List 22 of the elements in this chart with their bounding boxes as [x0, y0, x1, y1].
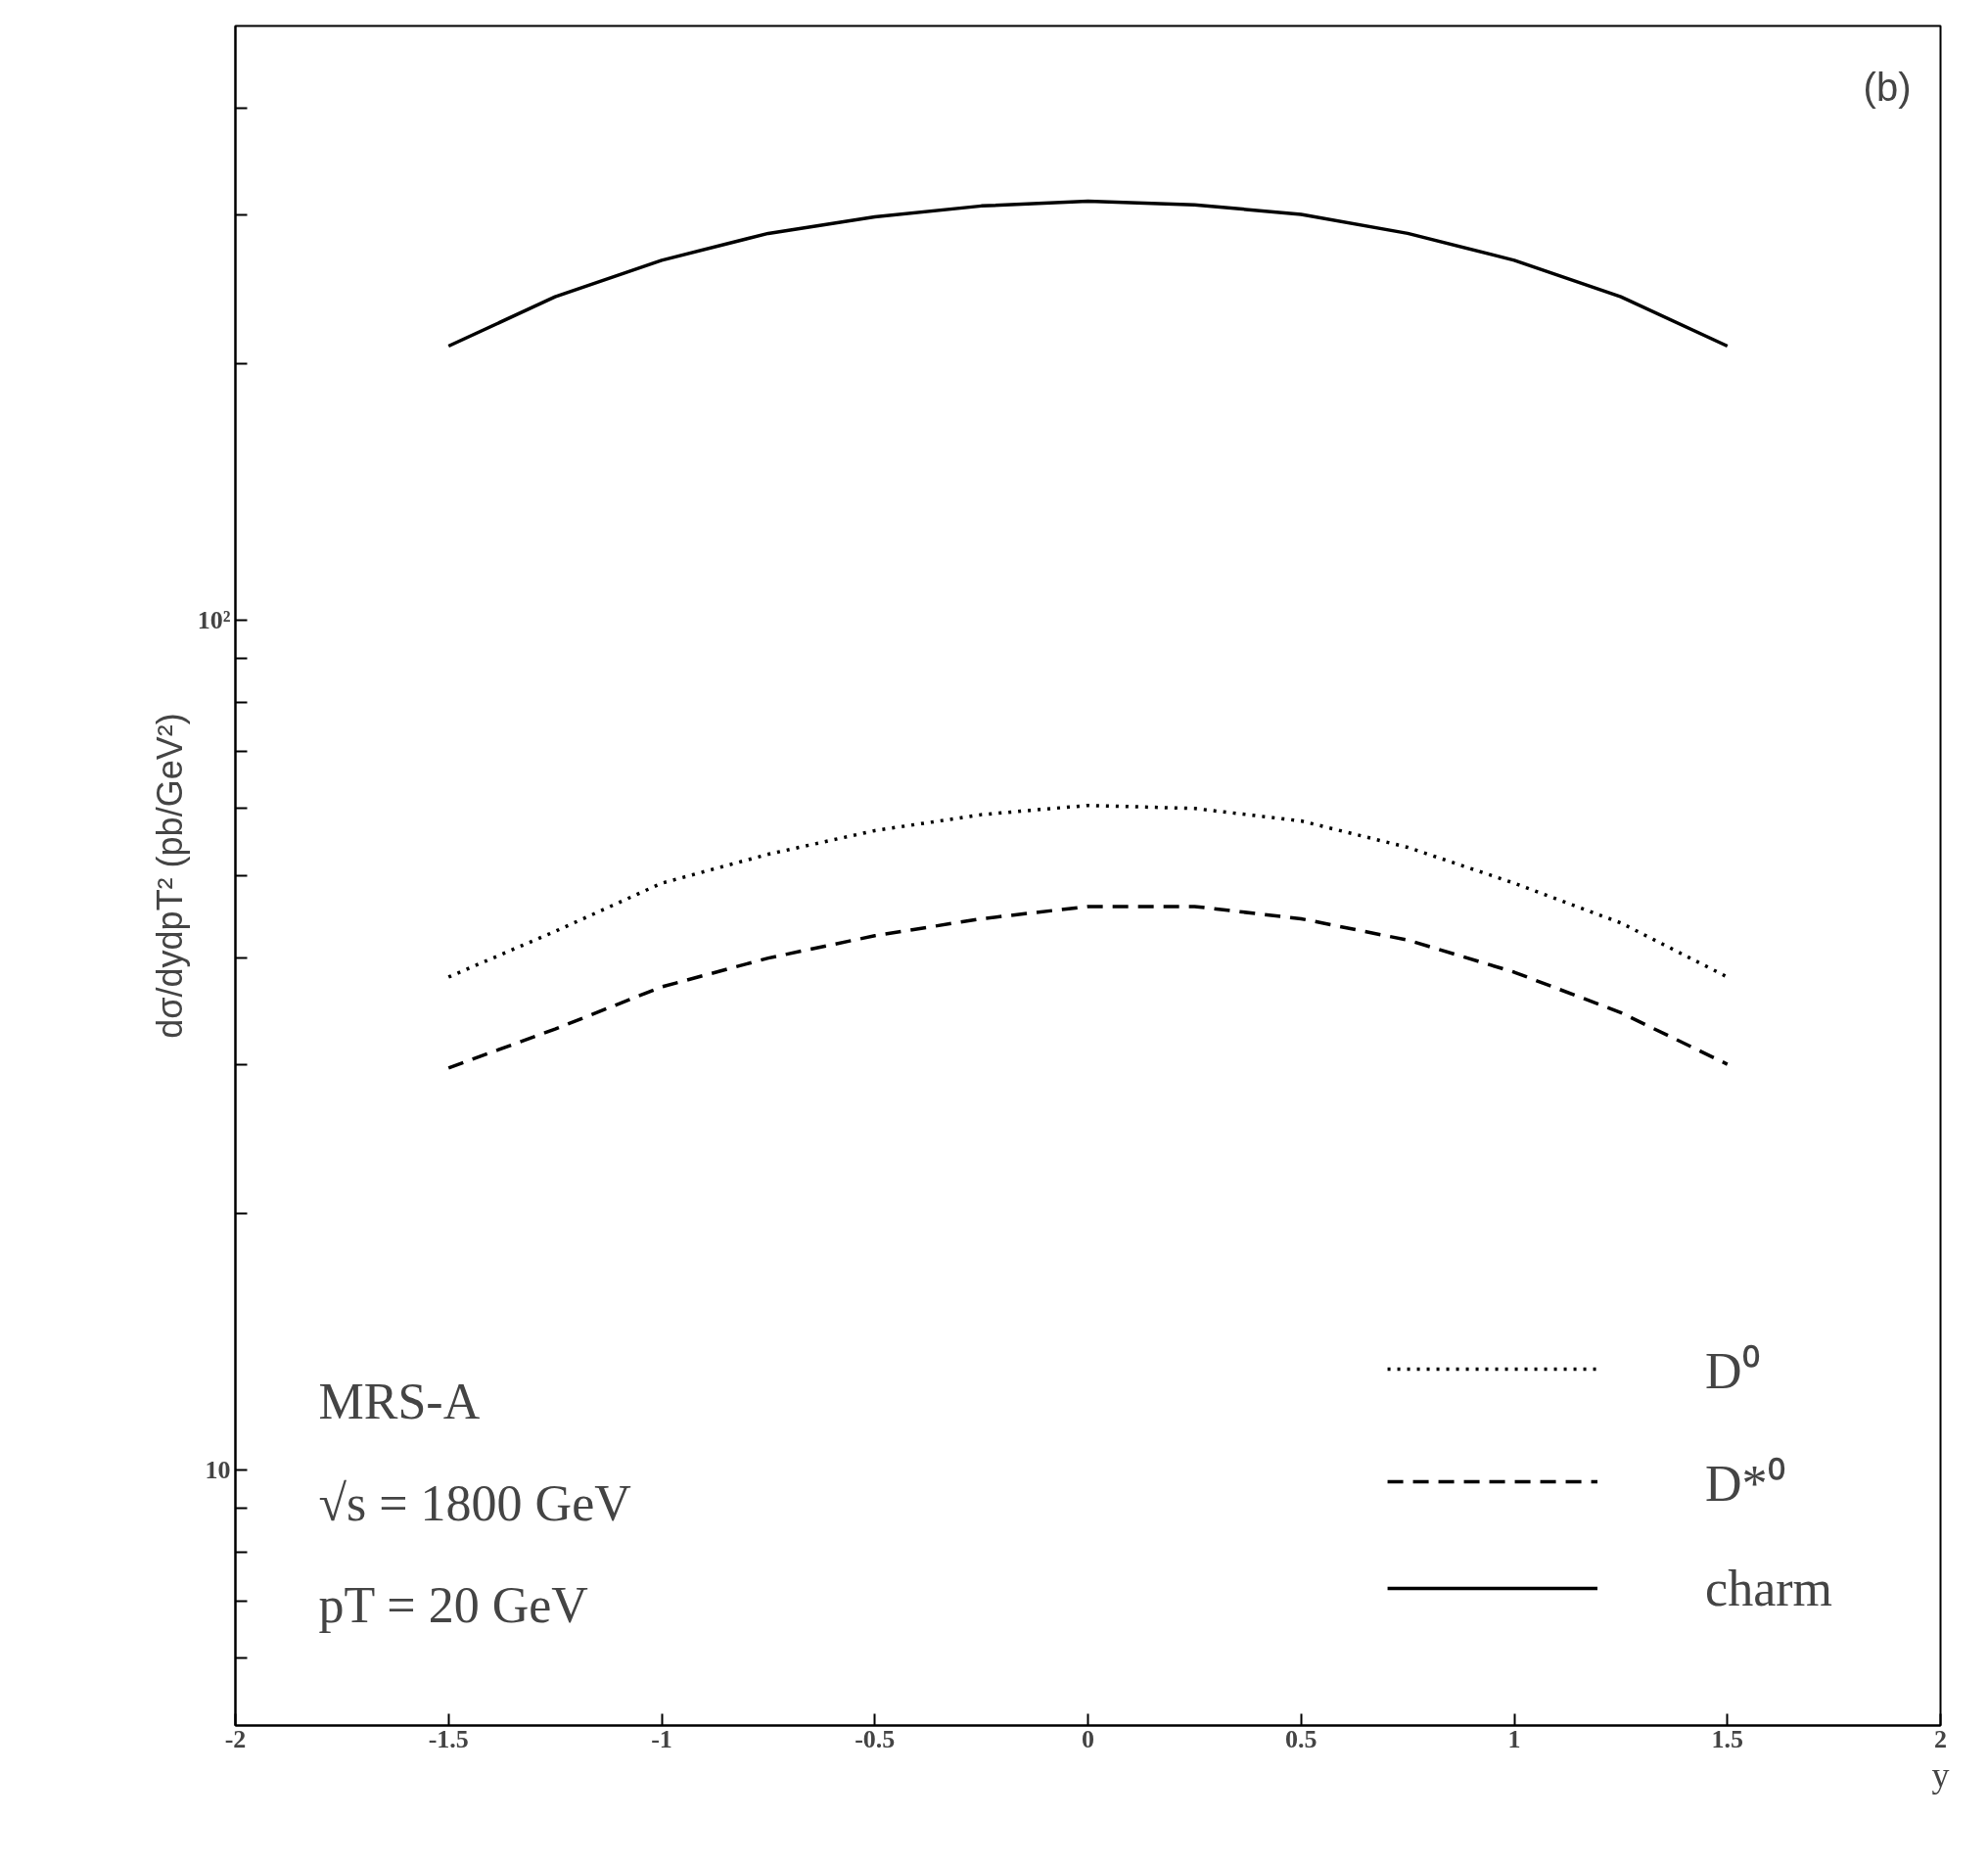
x-tick-label: 2: [1934, 1724, 1947, 1753]
x-axis-title: y: [1931, 1754, 1950, 1795]
y-tick-label: 10²: [197, 605, 231, 634]
x-tick-label: -0.5: [855, 1724, 896, 1753]
y-axis-title: dσ/dydpT² (pb/GeV²): [149, 713, 190, 1039]
legend-label: charm: [1705, 1559, 1832, 1617]
x-tick-label: -1: [651, 1724, 672, 1753]
annotation: MRS-A: [318, 1374, 481, 1429]
x-tick-label: 1.5: [1711, 1724, 1743, 1753]
x-tick-label: -2: [224, 1724, 247, 1753]
x-tick-label: 0.5: [1285, 1724, 1318, 1753]
line-series: [446, 199, 1730, 349]
annotation: (b): [1863, 65, 1912, 109]
x-tick-label: 1: [1507, 1724, 1521, 1753]
annotation: pT = 20 GeV: [318, 1577, 588, 1633]
annotation: √s = 1800 GeV: [318, 1475, 631, 1531]
x-tick-label: 0: [1082, 1724, 1094, 1753]
x-tick-label: -1.5: [428, 1724, 469, 1753]
line-series: [446, 905, 1730, 1070]
legend-label: D*⁰: [1705, 1455, 1785, 1514]
legend-label: D⁰: [1705, 1342, 1760, 1401]
y-tick-label: 10: [205, 1455, 231, 1484]
